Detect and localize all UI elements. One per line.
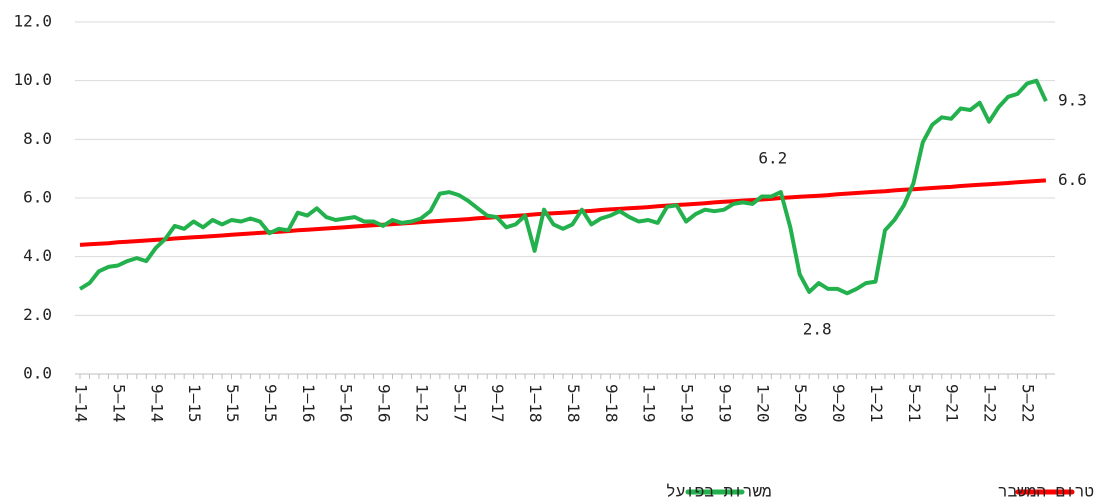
x-tick-label: 9–18	[602, 384, 621, 423]
data-label: 9.3	[1058, 91, 1087, 110]
x-tick-label: 5–15	[223, 384, 242, 423]
y-tick-label: 12.0	[13, 12, 52, 31]
data-label: 6.6	[1058, 170, 1087, 189]
x-tick-label: 9–15	[261, 384, 280, 423]
x-tick-label: 9–19	[715, 384, 734, 423]
x-tick-label: 5–20	[791, 384, 810, 423]
data-label: 2.8	[803, 319, 832, 338]
x-tick-label: 1–20	[753, 384, 772, 423]
y-tick-label: 2.0	[23, 305, 52, 324]
x-tick-label: 5–21	[905, 384, 924, 423]
x-tick-label: 1–22	[981, 384, 1000, 423]
x-tick-label: 5–16	[337, 384, 356, 423]
x-tick-label: 5–22	[1019, 384, 1038, 423]
y-tick-label: 10.0	[13, 70, 52, 89]
x-tick-label: 5–19	[678, 384, 697, 423]
series-line	[79, 178, 1047, 247]
x-tick-label: 9–20	[829, 384, 848, 423]
x-tick-label: 9–14	[147, 384, 166, 423]
x-tick-label: 5–17	[450, 384, 469, 423]
x-tick-label: 9–16	[375, 384, 394, 423]
x-tick-label: 1–15	[185, 384, 204, 423]
x-tick-label: 1–14	[72, 384, 91, 423]
data-label: 6.2	[758, 149, 787, 168]
y-tick-label: 6.0	[23, 188, 52, 207]
y-tick-label: 4.0	[23, 246, 52, 265]
x-tick-label: 1–19	[640, 384, 659, 423]
legend-label: מגמת טרום המשבר	[998, 482, 1096, 501]
y-tick-label: 8.0	[23, 129, 52, 148]
legend-label: משרות בפועל	[666, 482, 772, 501]
x-tick-label: 9–17	[488, 384, 507, 423]
series-line	[78, 78, 1048, 296]
y-tick-label: 0.0	[23, 364, 52, 383]
x-tick-label: 1–21	[867, 384, 886, 423]
x-tick-label: 5–14	[109, 384, 128, 423]
x-tick-label: 9–21	[943, 384, 962, 423]
x-tick-label: 1–12	[412, 384, 431, 423]
x-tick-label: 1–16	[299, 384, 318, 423]
x-tick-label: 5–18	[564, 384, 583, 423]
x-tick-label: 1–18	[526, 384, 545, 423]
